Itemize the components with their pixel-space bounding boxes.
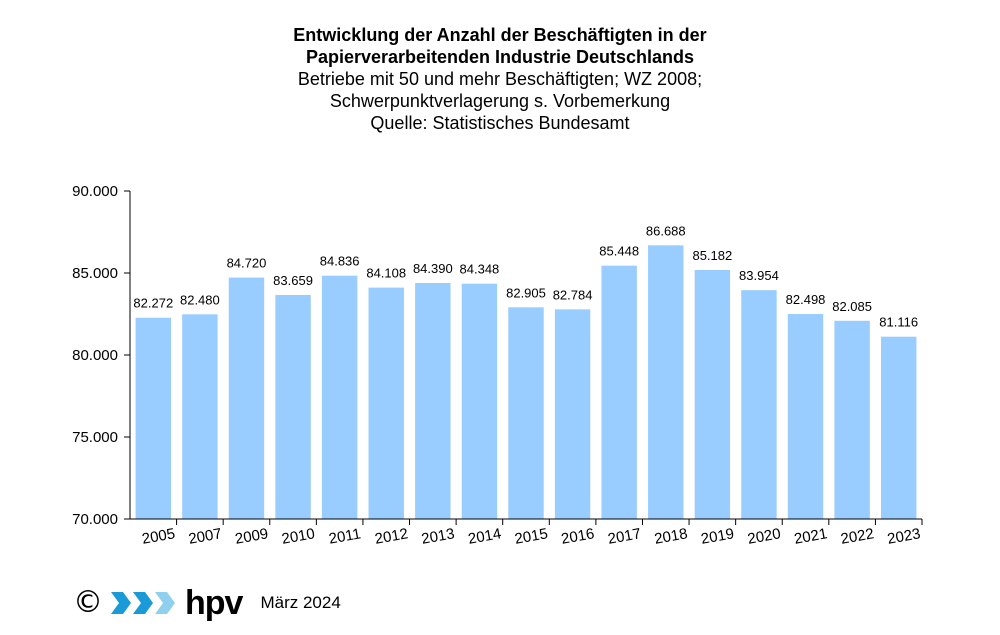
data-label: 83.954 — [739, 268, 779, 283]
x-tick-label: 2007 — [187, 525, 223, 548]
bar — [881, 336, 917, 519]
bar — [648, 245, 684, 519]
data-label: 84.390 — [413, 261, 453, 276]
chart-title-block: Entwicklung der Anzahl der Beschäftigten… — [0, 24, 1000, 134]
data-label: 84.720 — [227, 256, 267, 271]
publication-date: März 2024 — [260, 593, 341, 612]
x-tick-label: 2009 — [234, 525, 270, 548]
bar — [321, 275, 358, 519]
x-tick-label: 2013 — [420, 525, 456, 548]
x-tick-label: 2005 — [141, 525, 177, 548]
x-tick-label: 2017 — [606, 525, 642, 548]
bar — [275, 294, 311, 519]
chart-title-line-1: Entwicklung der Anzahl der Beschäftigten… — [293, 25, 707, 45]
data-label: 82.498 — [786, 292, 826, 307]
y-tick-label: 75.000 — [72, 429, 118, 446]
data-label: 81.116 — [879, 315, 918, 330]
bar — [694, 270, 731, 519]
bar — [182, 314, 218, 519]
chart-subtitle-line-2: Schwerpunktverlagerung s. Vorbemerkung — [329, 91, 671, 111]
data-label: 84.108 — [366, 266, 406, 281]
x-tick-label: 2022 — [839, 525, 875, 548]
x-tick-label: 2019 — [700, 525, 736, 548]
data-label: 82.480 — [180, 292, 220, 307]
hpv-chevrons-logo-icon — [111, 592, 175, 614]
bar-chart: 70.000 75.000 80.000 85.000 90.000 82.272 2005… — [72, 183, 923, 548]
data-label: 85.182 — [692, 248, 732, 263]
bar — [787, 314, 824, 519]
bar — [228, 277, 265, 519]
data-label: 84.348 — [460, 262, 500, 277]
x-tick-label: 2023 — [886, 525, 922, 548]
x-tick-label: 2016 — [560, 525, 596, 548]
y-tick-label: 85.000 — [72, 265, 118, 282]
bar — [135, 317, 171, 519]
chart-subtitle-line-1: Betriebe mit 50 und mehr Beschäftigten; … — [297, 69, 703, 89]
hpv-logo-text: hpv — [185, 583, 243, 622]
chart-title-line-2: Papierverarbeitenden Industrie Deutschla… — [305, 47, 695, 67]
bar — [461, 283, 498, 519]
data-label: 86.688 — [646, 223, 686, 238]
bar — [601, 265, 637, 519]
bar — [834, 320, 870, 519]
bar — [508, 307, 544, 519]
bar — [415, 283, 451, 519]
data-label: 85.448 — [599, 244, 639, 259]
data-label: 82.784 — [553, 287, 593, 302]
x-tick-label: 2012 — [374, 525, 410, 548]
bar — [368, 287, 404, 519]
data-label: 84.836 — [320, 254, 360, 269]
y-tick-label: 90.000 — [72, 183, 118, 200]
bar — [741, 290, 777, 519]
data-label: 82.272 — [133, 296, 173, 311]
data-label: 82.905 — [506, 285, 546, 300]
x-tick-label: 2011 — [328, 525, 363, 547]
x-tick-label: 2014 — [467, 525, 503, 548]
bar — [554, 309, 591, 519]
chart-source-line: Quelle: Statistisches Bundesamt — [370, 113, 630, 133]
y-tick-label: 80.000 — [72, 347, 118, 364]
footer: © hpv März 2024 — [73, 583, 341, 623]
copyright-symbol: © — [73, 585, 103, 620]
x-tick-label: 2015 — [513, 525, 549, 548]
x-tick-label: 2010 — [280, 525, 316, 548]
data-label: 82.085 — [832, 299, 872, 314]
y-tick-label: 70.000 — [72, 511, 118, 528]
x-tick-label: 2021 — [793, 525, 829, 548]
x-tick-label: 2020 — [746, 525, 782, 548]
data-label: 83.659 — [273, 273, 313, 288]
x-tick-label: 2018 — [653, 525, 689, 548]
